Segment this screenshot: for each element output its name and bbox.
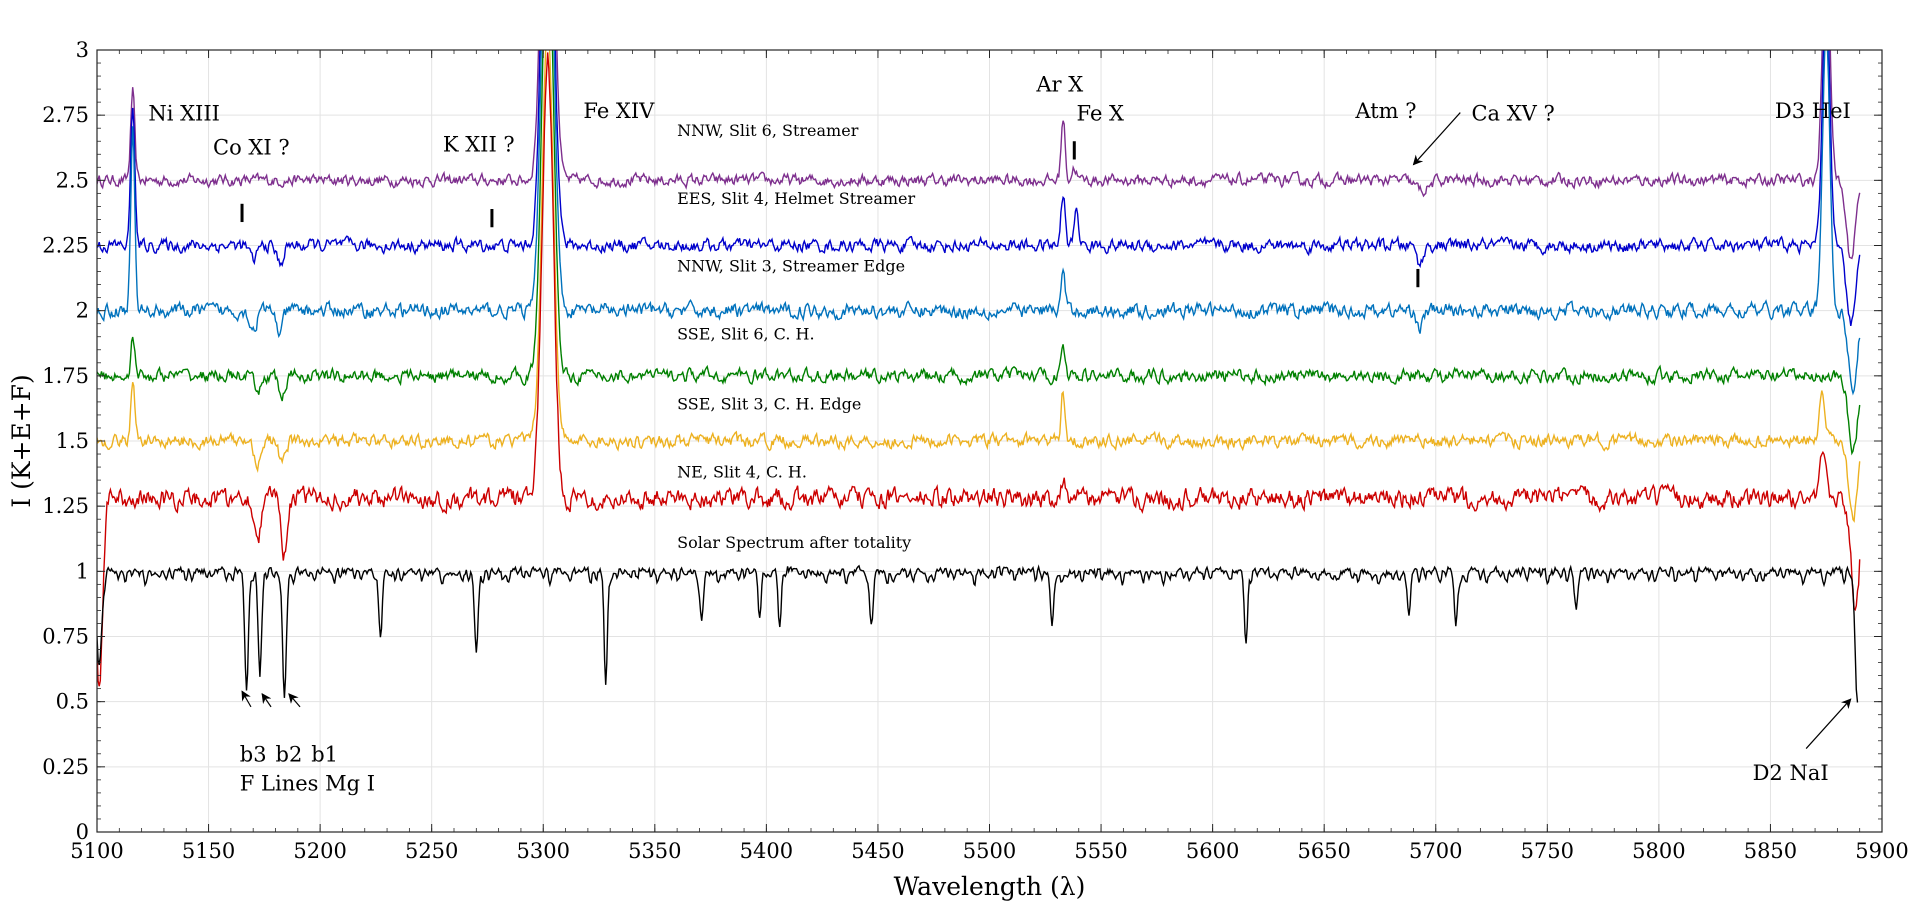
x-tick-label: 5350 [628,839,681,863]
annotation-label: Ar X [1035,73,1083,97]
x-tick-label: 5700 [1409,839,1462,863]
series-lines [97,50,1861,703]
y-axis-ticks: 0 0.25 0.5 0.75 1 1.25 1.5 1.75 2 2.25 2.5 2.75 3 [42,38,1882,844]
x-tick-label: 5450 [851,839,904,863]
x-tick-label: 5900 [1855,839,1908,863]
annotation-label: Ca XV ? [1471,101,1554,125]
y-tick-label: 3 [76,38,89,62]
annotation-arrow [261,693,272,708]
annotation-label: D3 HeI [1775,99,1851,123]
series-line [97,50,1861,456]
annotations: Ni XIII Co XI ? K XII ? Fe XIV Ar X Fe X Atm ?… [148,73,1851,796]
y-tick-label: 1.75 [42,364,89,388]
series-line [97,52,1861,687]
series-labels: NNW, Slit 6, Streamer EES, Slit 4, Helmet… [677,121,915,552]
annotation-arrow [288,693,301,708]
y-tick-label: 0.25 [42,755,89,779]
x-tick-label: 5500 [963,839,1016,863]
annotation-label: K XII ? [443,133,515,157]
y-tick-label: 0 [76,820,89,844]
x-axis-label: Wavelength (λ) [894,872,1086,901]
x-tick-label: 5100 [70,839,123,863]
x-tick-label: 5150 [182,839,235,863]
annotation-arrow [1412,112,1461,166]
series-label: SSE, Slit 3, C. H. Edge [677,395,861,414]
x-tick-label: 5250 [405,839,458,863]
y-tick-label: 2 [76,299,89,323]
series-label: NNW, Slit 3, Streamer Edge [677,257,905,276]
x-tick-label: 5850 [1744,839,1797,863]
y-tick-label: 1 [76,559,89,583]
x-tick-label: 5750 [1521,839,1574,863]
annotation-arrows [241,112,1852,749]
x-tick-label: 5800 [1632,839,1685,863]
annotation-label: b3 [240,743,267,767]
series-label: NE, Slit 4, C. H. [677,462,807,481]
series-line [97,50,1861,327]
x-tick-label: 5650 [1297,839,1350,863]
x-tick-label: 5600 [1186,839,1239,863]
annotation-label: Ni XIII [148,101,220,125]
annotation-label: Co XI ? [213,135,290,159]
x-tick-label: 5200 [293,839,346,863]
annotation-label: F Lines Mg I [240,771,375,795]
y-tick-label: 1.5 [56,429,89,453]
y-tick-label: 2.75 [42,103,89,127]
annotation-arrow [1805,698,1852,749]
series-label: SSE, Slit 6, C. H. [677,324,814,343]
series-label: Solar Spectrum after totality [677,533,911,552]
y-axis-label: I (K+E+F) [7,374,36,508]
y-tick-label: 2.5 [56,168,89,192]
annotation-label: b1 [311,743,338,767]
annotation-label: Atm ? [1354,99,1416,123]
x-tick-label: 5550 [1074,839,1127,863]
series-line [97,50,1861,396]
series-line [97,50,1861,260]
series-line [97,564,1859,703]
annotation-arrow [241,690,252,708]
x-tick-label: 5300 [517,839,570,863]
y-tick-label: 1.25 [42,494,89,518]
annotation-label: Fe XIV [583,99,655,123]
annotation-label: b2 [276,743,303,767]
x-tick-label: 5400 [740,839,793,863]
y-tick-label: 0.5 [56,690,89,714]
line-markers [240,141,1420,288]
y-tick-label: 2.25 [42,234,89,258]
annotation-label: Fe X [1077,101,1125,125]
x-axis-ticks: 5100 5150 5200 5250 5300 5350 5400 5450 5500 5550… [70,50,1909,863]
annotation-label: D2 NaI [1753,761,1829,785]
series-label: EES, Slit 4, Helmet Streamer [677,189,915,208]
y-tick-label: 0.75 [42,625,89,649]
series-line [97,50,1861,523]
series-label: NNW, Slit 6, Streamer [677,121,859,140]
